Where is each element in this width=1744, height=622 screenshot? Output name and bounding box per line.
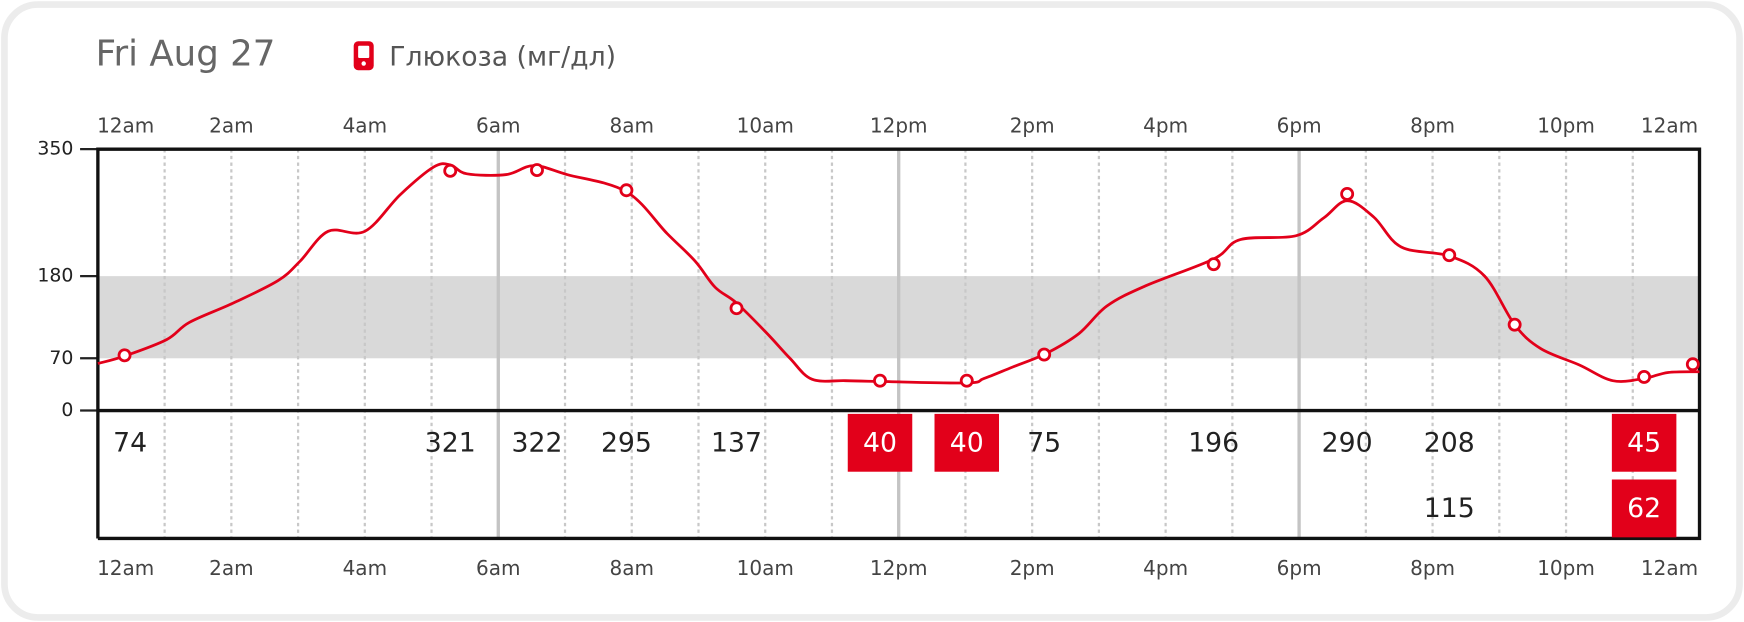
x-tick-label-bottom: 12am <box>97 556 154 580</box>
x-tick-label-top: 4pm <box>1143 113 1188 137</box>
reading-marker <box>873 373 887 388</box>
x-tick-label-top: 6pm <box>1277 113 1322 137</box>
reading-value: 322 <box>512 427 563 458</box>
reading-marker <box>1037 347 1052 362</box>
x-tick-label-bottom: 10am <box>737 556 794 580</box>
reading-value: 45 <box>1627 427 1661 458</box>
reading-marker <box>530 163 544 178</box>
x-tick-label-top: 6am <box>476 113 521 137</box>
reading-value: 115 <box>1424 493 1475 524</box>
x-tick-label-bottom: 4pm <box>1143 556 1188 580</box>
reading-marker <box>619 183 634 198</box>
reading-value: 40 <box>863 427 897 458</box>
x-tick-label-top: 10pm <box>1537 113 1595 137</box>
reading-value: 196 <box>1188 427 1239 458</box>
reading-marker <box>1340 187 1355 201</box>
reading-marker <box>729 301 744 316</box>
x-tick-label-top: 2am <box>209 113 253 137</box>
x-tick-label-top: 4am <box>343 113 388 137</box>
reading-value: 321 <box>425 427 476 458</box>
x-tick-label-bottom: 6pm <box>1277 556 1322 580</box>
y-tick-label: 180 <box>37 265 73 287</box>
x-tick-label-top: 2pm <box>1010 113 1055 137</box>
x-tick-label-bottom: 8am <box>610 556 654 580</box>
x-tick-label-bottom: 2am <box>209 556 253 580</box>
reading-value: 290 <box>1322 427 1373 458</box>
x-tick-label-top: 8pm <box>1410 113 1455 137</box>
reading-value: 75 <box>1027 427 1061 458</box>
x-tick-label-bottom: 12am <box>1641 556 1698 580</box>
low-reading-box <box>934 413 1000 472</box>
reading-marker <box>959 373 974 388</box>
x-tick-label-bottom: 10pm <box>1537 556 1595 580</box>
reading-value: 208 <box>1424 427 1475 458</box>
x-tick-label-bottom: 6am <box>476 556 521 580</box>
reading-marker <box>1442 248 1457 263</box>
reading-value: 137 <box>711 427 762 458</box>
x-tick-label-top: 12am <box>1641 113 1698 137</box>
x-tick-label-top: 12pm <box>870 113 928 137</box>
x-tick-label-top: 10am <box>737 113 794 137</box>
legend-icon <box>353 41 374 71</box>
legend-label: Глюкоза (мг/дл) <box>389 41 616 72</box>
y-tick-label: 0 <box>61 399 73 421</box>
reading-marker <box>443 163 458 178</box>
reading-value: 62 <box>1627 493 1661 524</box>
y-tick-label: 350 <box>37 138 73 160</box>
low-reading-box <box>847 413 913 472</box>
frame <box>96 147 1702 541</box>
reading-marker <box>117 348 132 363</box>
x-tick-label-bottom: 12pm <box>870 556 928 580</box>
y-tick-label: 70 <box>49 347 73 369</box>
reading-marker <box>1637 369 1652 384</box>
reading-value: 295 <box>601 427 652 458</box>
x-tick-label-bottom: 4am <box>343 556 388 580</box>
chart-title: Fri Aug 27 <box>96 34 276 75</box>
reading-value: 40 <box>950 427 984 458</box>
low-reading-box <box>1611 413 1677 472</box>
reading-marker <box>1206 257 1221 272</box>
x-tick-label-top: 12am <box>97 113 154 137</box>
low-reading-box <box>1611 479 1677 538</box>
reading-value: 74 <box>113 427 147 458</box>
x-tick-label-top: 8am <box>610 113 654 137</box>
reading-marker <box>1507 317 1522 332</box>
x-tick-label-bottom: 8pm <box>1410 556 1455 580</box>
x-tick-label-bottom: 2pm <box>1010 556 1055 580</box>
reading-marker <box>1685 357 1700 372</box>
